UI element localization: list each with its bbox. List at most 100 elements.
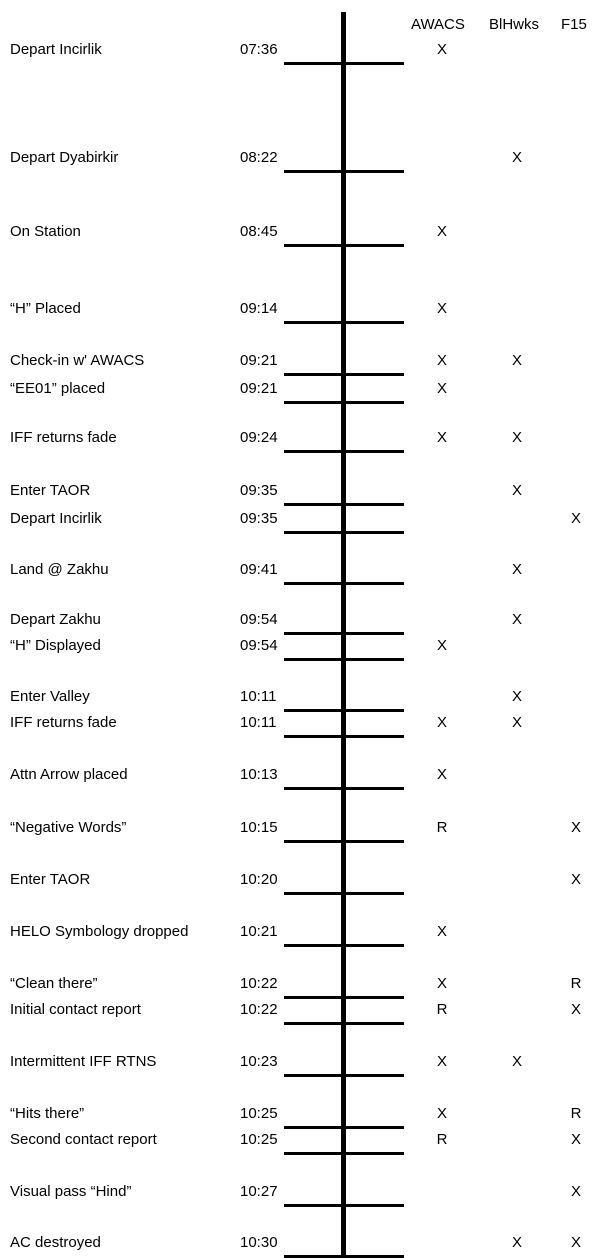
- event-time: 10:30: [240, 1234, 278, 1251]
- event-time: 09:21: [240, 352, 278, 369]
- event-row: On Station 08:45 X: [0, 222, 593, 247]
- event-row: Depart Zakhu 09:54 X: [0, 610, 593, 635]
- event-row: Check-in w' AWACS 09:21 X X: [0, 351, 593, 376]
- event-label: Attn Arrow placed: [10, 766, 128, 783]
- event-time: 09:41: [240, 561, 278, 578]
- event-time: 08:45: [240, 223, 278, 240]
- timeline-tick: [284, 892, 404, 895]
- mark-awacs: X: [436, 223, 447, 240]
- event-row: Land @ Zakhu 09:41 X: [0, 560, 593, 585]
- event-label: Land @ Zakhu: [10, 561, 109, 578]
- event-label: HELO Symbology dropped: [10, 923, 189, 940]
- mark-f15: X: [570, 819, 581, 836]
- event-row: Visual pass “Hind” 10:27 X: [0, 1182, 593, 1207]
- event-row: Depart Dyabirkir 08:22 X: [0, 148, 593, 173]
- mark-f15: X: [570, 1234, 581, 1251]
- mark-awacs: R: [436, 1131, 448, 1148]
- event-label: Enter TAOR: [10, 482, 91, 499]
- event-time: 08:22: [240, 149, 278, 166]
- event-row: Depart Incirlik 09:35 X: [0, 509, 593, 534]
- mark-f15: X: [570, 510, 581, 527]
- timeline-tick: [284, 787, 404, 790]
- mark-awacs: X: [436, 637, 447, 654]
- timeline-tick: [284, 1204, 404, 1207]
- event-time: 10:22: [240, 975, 278, 992]
- mark-awacs: X: [436, 766, 447, 783]
- event-label: Enter TAOR: [10, 871, 91, 888]
- event-time: 10:15: [240, 819, 278, 836]
- event-label: Depart Zakhu: [10, 611, 101, 628]
- event-label: “H” Displayed: [10, 637, 101, 654]
- event-time: 10:11: [240, 688, 277, 705]
- timeline-tick: [284, 1152, 404, 1155]
- timeline-tick: [284, 531, 404, 534]
- event-label: “Hits there”: [10, 1105, 85, 1122]
- mark-blhwks: X: [511, 714, 522, 731]
- mark-awacs: X: [436, 714, 447, 731]
- mark-awacs: X: [436, 41, 447, 58]
- event-time: 10:25: [240, 1131, 278, 1148]
- event-row: “EE01” placed 09:21 X: [0, 379, 593, 404]
- mark-awacs: X: [436, 300, 447, 317]
- event-row: “Negative Words” 10:15 R X: [0, 818, 593, 843]
- event-time: 10:21: [240, 923, 278, 940]
- event-label: “Negative Words”: [10, 819, 127, 836]
- mark-awacs: X: [436, 380, 447, 397]
- mark-blhwks: X: [511, 149, 522, 166]
- event-time: 10:25: [240, 1105, 278, 1122]
- mark-f15: R: [570, 975, 582, 992]
- event-label: Depart Dyabirkir: [10, 149, 119, 166]
- mark-awacs: R: [436, 1001, 448, 1018]
- event-row: Enter Valley 10:11 X: [0, 687, 593, 712]
- event-label: Intermittent IFF RTNS: [10, 1053, 157, 1070]
- timeline-tick: [284, 321, 404, 324]
- event-label: Visual pass “Hind”: [10, 1183, 132, 1200]
- timeline-tick: [284, 62, 404, 65]
- mark-f15: X: [570, 1131, 581, 1148]
- timeline-tick: [284, 840, 404, 843]
- mark-blhwks: X: [511, 482, 522, 499]
- event-time: 09:54: [240, 611, 278, 628]
- event-time: 09:14: [240, 300, 278, 317]
- event-label: Check-in w' AWACS: [10, 352, 145, 369]
- mark-blhwks: X: [511, 1053, 522, 1070]
- event-row: Initial contact report 10:22 R X: [0, 1000, 593, 1025]
- timeline-tick: [284, 401, 404, 404]
- mark-awacs: X: [436, 1105, 447, 1122]
- event-row: HELO Symbology dropped 10:21 X: [0, 922, 593, 947]
- event-row: Intermittent IFF RTNS 10:23 X X: [0, 1052, 593, 1077]
- timeline-tick: [284, 735, 404, 738]
- mark-f15: X: [570, 1001, 581, 1018]
- event-time: 10:23: [240, 1053, 278, 1070]
- event-time: 09:54: [240, 637, 278, 654]
- timeline-tick: [284, 709, 404, 712]
- mark-blhwks: X: [511, 352, 522, 369]
- mark-awacs: R: [436, 819, 448, 836]
- event-label: Enter Valley: [10, 688, 90, 705]
- event-time: 10:20: [240, 871, 278, 888]
- timeline-tick: [284, 582, 404, 585]
- header-f15: F15: [561, 16, 587, 33]
- mark-awacs: X: [436, 975, 447, 992]
- event-time: 10:13: [240, 766, 278, 783]
- timeline-tick: [284, 658, 404, 661]
- event-label: On Station: [10, 223, 81, 240]
- event-time: 07:36: [240, 41, 278, 58]
- event-row: Depart Incirlik 07:36 X: [0, 40, 593, 65]
- event-row: Attn Arrow placed 10:13 X: [0, 765, 593, 790]
- event-time: 09:24: [240, 429, 278, 446]
- timeline-tick: [284, 1126, 404, 1129]
- mark-awacs: X: [436, 352, 447, 369]
- mark-f15: R: [570, 1105, 582, 1122]
- event-time: 09:35: [240, 510, 278, 527]
- mark-awacs: X: [436, 1053, 447, 1070]
- event-time: 09:35: [240, 482, 278, 499]
- event-row: AC destroyed 10:30 X X: [0, 1233, 593, 1258]
- mark-blhwks: X: [511, 429, 522, 446]
- event-row: “H” Placed 09:14 X: [0, 299, 593, 324]
- timeline-tick: [284, 1074, 404, 1077]
- event-label: IFF returns fade: [10, 714, 117, 731]
- event-row: Enter TAOR 10:20 X: [0, 870, 593, 895]
- mark-awacs: X: [436, 429, 447, 446]
- event-label: Second contact report: [10, 1131, 157, 1148]
